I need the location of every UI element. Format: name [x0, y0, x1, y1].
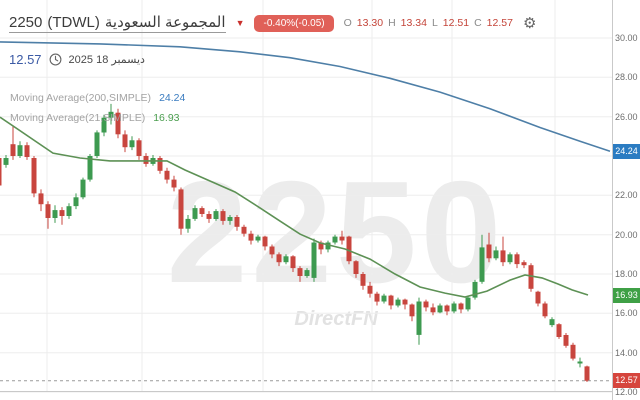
axis-tick-label: 20.00 [615, 230, 638, 240]
price-axis[interactable]: 30.00 28.00 26.00 22.00 20.00 18.00 16.00 14.00… [612, 0, 640, 400]
last-price-row: 12.57 ديسمبر 18 2025 [9, 52, 145, 67]
last-price-label: 12.57 [9, 52, 42, 67]
ma200-value: 24.24 [159, 92, 186, 104]
axis-tick-label: 18.00 [615, 269, 638, 279]
price-down-triangle-icon: ▼ [235, 18, 245, 28]
axis-tick-label: 30.00 [615, 33, 638, 43]
axis-tick-label: 12.00 [615, 387, 638, 397]
open-label: O [343, 17, 352, 29]
indicator-ma21[interactable]: Moving Average(21,SIMPLE) 16.93 [10, 112, 180, 124]
chart-header: 2250 (TDWL) المجموعة السعودية ▼ -0.40%(-… [9, 13, 536, 33]
gridlines [0, 0, 612, 393]
axis-tick-label: 16.00 [615, 308, 638, 318]
axis-tick-label: 22.00 [615, 190, 638, 200]
settings-gear-icon[interactable]: ⚙ [522, 14, 537, 32]
low-label: L [431, 17, 438, 29]
axis-price-badge: 24.24 [613, 144, 640, 159]
axis-tick-label: 28.00 [615, 72, 638, 82]
open-value: 13.30 [356, 17, 384, 29]
close-value: 12.57 [486, 17, 513, 29]
axis-price-badge: 16.93 [613, 288, 640, 303]
ma21-value: 16.93 [153, 112, 180, 124]
ma21-label: Moving Average(21,SIMPLE) [10, 112, 146, 124]
clock-icon [49, 53, 61, 66]
indicator-ma200[interactable]: Moving Average(200,SIMPLE) 24.24 [10, 92, 185, 104]
market-code: (TDWL) [47, 14, 100, 31]
ma-21-line [0, 116, 589, 298]
high-value: 13.34 [400, 17, 427, 29]
ma-200-line [0, 41, 611, 153]
axis-tick-label: 14.00 [615, 348, 638, 358]
ma200-label: Moving Average(200,SIMPLE) [10, 92, 152, 104]
high-label: H [388, 17, 396, 29]
candles-series [0, 103, 590, 382]
axis-price-badge: 12.57 [613, 373, 640, 388]
candlestick-chart[interactable] [0, 0, 612, 400]
company-name: المجموعة السعودية [104, 14, 226, 31]
symbol-code: 2250 [9, 14, 43, 31]
ohlc-readout: O 13.30 H 13.34 L 12.51 C 12.57 [344, 17, 513, 29]
change-badge: -0.40%(-0.05) [254, 14, 334, 32]
low-value: 12.51 [442, 17, 470, 29]
date-label: ديسمبر 18 2025 [68, 54, 145, 66]
watermark-symbol: 2250 [166, 151, 506, 313]
axis-tick-label: 26.00 [615, 112, 638, 122]
close-label: C [474, 17, 482, 29]
symbol-title[interactable]: 2250 (TDWL) المجموعة السعودية [9, 13, 226, 33]
